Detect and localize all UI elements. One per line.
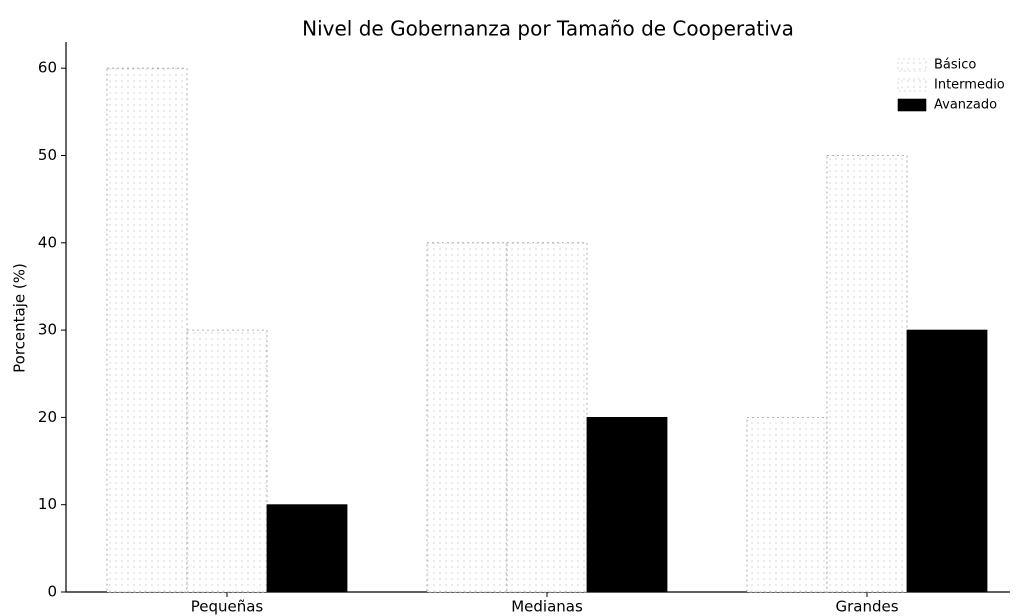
bar [586,416,668,593]
y-tick-label: 10 [38,495,57,513]
y-tick-label: 0 [47,583,57,601]
bar [186,329,268,593]
y-axis-label: Porcentaje (%) [11,263,29,373]
legend-label: Básico [934,58,976,73]
legend-label: Intermedio [934,78,1005,93]
x-tick-label: Grandes [835,598,898,616]
legend-swatch [897,98,927,112]
legend-label: Avanzado [934,98,997,113]
y-tick-label: 60 [38,59,57,77]
bar [826,155,908,593]
legend-swatch [897,78,927,92]
bar [906,329,988,593]
bar [266,504,348,593]
bar [426,242,508,593]
bar [746,416,828,593]
x-tick-label: Medianas [511,598,583,616]
bar [506,242,588,593]
y-tick-label: 40 [38,233,57,251]
y-tick-label: 20 [38,408,57,426]
legend-swatch [897,58,927,72]
y-tick-label: 50 [38,146,57,164]
chart-title: Nivel de Gobernanza por Tamaño de Cooper… [302,17,794,41]
x-tick-label: Pequeñas [191,598,264,616]
bar [106,67,188,593]
y-tick-label: 30 [38,321,57,339]
